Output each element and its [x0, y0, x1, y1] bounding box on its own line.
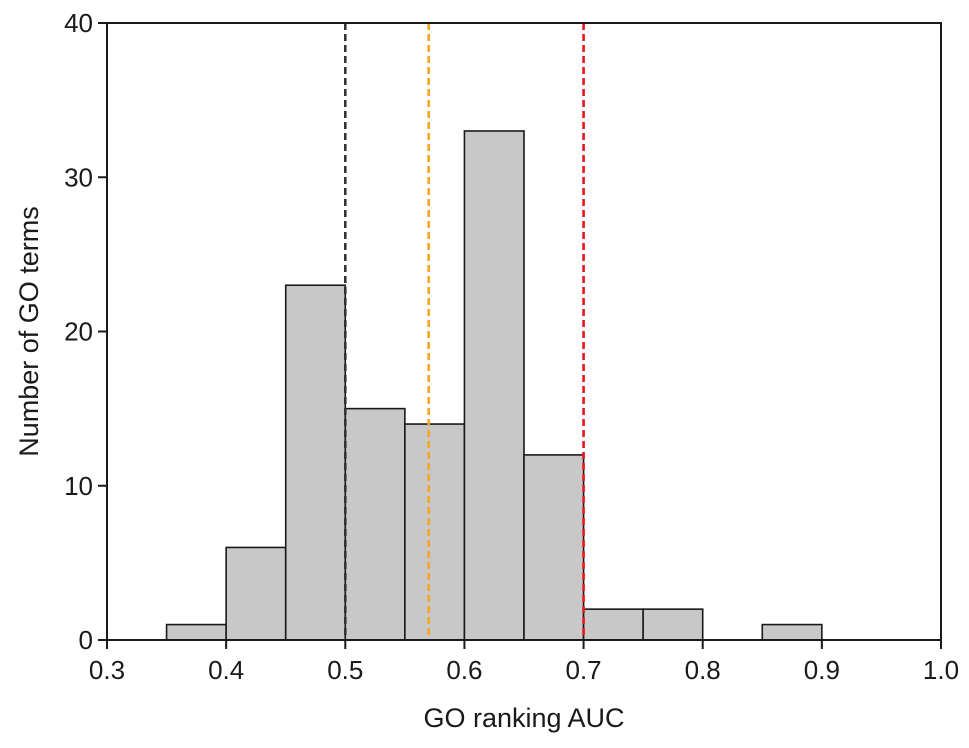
x-tick-label: 0.9 [804, 655, 840, 685]
x-tick-label: 0.7 [565, 655, 601, 685]
histogram-bar [463, 130, 525, 641]
histogram-bar [165, 623, 227, 641]
x-tick-label: 1.0 [923, 655, 959, 685]
x-tick-label: 0.8 [685, 655, 721, 685]
y-tick-label: 40 [64, 8, 93, 38]
x-tick-label: 0.3 [89, 655, 125, 685]
histogram-bar [761, 623, 823, 641]
y-tick-label: 0 [79, 625, 93, 655]
histogram-bar [344, 407, 406, 641]
reference-lines-group [343, 23, 585, 640]
x-tick-label: 0.5 [327, 655, 363, 685]
x-tick-label: 0.4 [208, 655, 244, 685]
histogram-bar [404, 423, 466, 641]
histogram-bar [225, 546, 287, 641]
y-axis: 0 10 20 30 40 [64, 8, 107, 655]
y-axis-title: Number of GO terms [14, 206, 44, 457]
x-tick-label: 0.6 [446, 655, 482, 685]
histogram-bar [582, 608, 644, 641]
y-tick-label: 30 [64, 162, 93, 192]
y-tick-label: 20 [64, 317, 93, 347]
histogram-bar [523, 454, 585, 641]
y-tick-label: 10 [64, 471, 93, 501]
bars-group [165, 130, 823, 641]
histogram-bar [642, 608, 704, 641]
histogram-bar [284, 284, 347, 641]
x-axis-title: GO ranking AUC [423, 703, 624, 733]
x-axis: 0.3 0.4 0.5 0.6 0.7 0.8 0.9 1.0 [89, 640, 959, 685]
